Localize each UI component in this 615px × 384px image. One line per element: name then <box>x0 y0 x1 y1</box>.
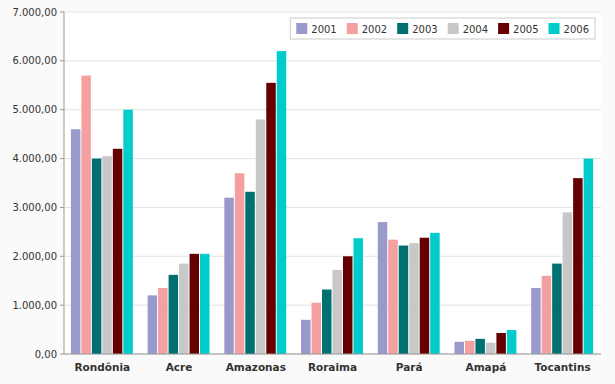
bar <box>81 76 90 354</box>
legend-box <box>290 18 595 39</box>
y-tick-label: 6.000,00 <box>12 55 57 66</box>
bar <box>584 159 593 354</box>
bar <box>399 246 408 354</box>
bar <box>465 341 474 354</box>
y-tick <box>60 207 64 208</box>
bar <box>200 254 209 354</box>
legend-label: 2005 <box>513 24 538 35</box>
legend-swatch <box>549 23 560 34</box>
y-tick <box>60 354 64 355</box>
bar <box>235 173 244 354</box>
bar <box>322 290 331 354</box>
bar <box>123 110 132 354</box>
y-tick-label: 3.000,00 <box>12 202 57 213</box>
bar <box>333 270 342 354</box>
y-tick <box>60 12 64 13</box>
plot-area <box>64 12 601 354</box>
x-axis <box>64 354 601 355</box>
grid-line <box>64 158 601 159</box>
legend-swatch <box>347 23 358 34</box>
bar <box>420 238 429 354</box>
grid-line <box>64 109 601 110</box>
y-tick <box>60 305 64 306</box>
y-axis <box>64 12 65 354</box>
bar <box>169 275 178 354</box>
bar <box>388 240 397 354</box>
bar <box>409 243 418 354</box>
bar <box>507 330 516 354</box>
bars <box>71 51 593 354</box>
y-tick-label: 7.000,00 <box>12 7 57 18</box>
legend-swatch <box>448 23 459 34</box>
grid-line <box>64 12 601 13</box>
x-tick-label: Pará <box>396 361 423 373</box>
x-tick-label: Amapá <box>466 361 507 373</box>
x-tick-label: Tocantins <box>535 361 591 373</box>
legend-swatch <box>498 23 509 34</box>
bar <box>179 264 188 354</box>
bar <box>224 198 233 354</box>
x-tick-label: Roraima <box>308 361 357 373</box>
bar <box>277 51 286 354</box>
grid-line <box>64 207 601 208</box>
bar <box>190 254 199 354</box>
bar <box>113 149 122 354</box>
bar <box>573 178 582 354</box>
bar <box>343 256 352 354</box>
y-tick-label: 0,00 <box>35 349 57 360</box>
bar <box>312 303 321 354</box>
bar <box>353 238 362 354</box>
y-tick-label: 1.000,00 <box>12 300 57 311</box>
y-tick-label: 2.000,00 <box>12 251 57 262</box>
bar <box>486 343 495 354</box>
y-tick <box>60 109 64 110</box>
bar <box>542 276 551 354</box>
grid-line <box>64 256 601 257</box>
bar <box>71 129 80 354</box>
y-grid <box>64 12 601 354</box>
bar <box>563 212 572 354</box>
y-tick-label: 4.000,00 <box>12 153 57 164</box>
legend-label: 2006 <box>564 24 589 35</box>
y-tick <box>60 158 64 159</box>
bar <box>454 342 463 354</box>
bar <box>475 339 484 354</box>
bar <box>266 83 275 354</box>
bar <box>378 222 387 354</box>
bar <box>256 119 265 354</box>
bar <box>148 295 157 354</box>
bar <box>552 264 561 354</box>
grid-line <box>64 354 601 355</box>
legend-label: 2002 <box>362 24 387 35</box>
legend: 2001 2002 2003 2004 2005 2006 <box>290 18 595 39</box>
bar <box>430 233 439 354</box>
grid-line <box>64 60 601 61</box>
y-tick <box>60 60 64 61</box>
y-tick-label: 5.000,00 <box>12 104 57 115</box>
x-tick-label: Amazonas <box>226 361 286 373</box>
bar <box>531 288 540 354</box>
x-tick-label: Rondônia <box>75 361 131 373</box>
y-tick <box>60 256 64 257</box>
bar <box>102 156 111 354</box>
bar <box>496 333 505 354</box>
legend-label: 2001 <box>311 24 336 35</box>
bar <box>158 288 167 354</box>
legend-label: 2004 <box>463 24 488 35</box>
legend-swatch <box>397 23 408 34</box>
x-tick-label: Acre <box>166 361 193 373</box>
legend-label: 2003 <box>412 24 437 35</box>
chart: 0,00 1.000,00 2.000,00 3.000,00 4.000,00 5.00… <box>0 0 615 384</box>
legend-swatch <box>296 23 307 34</box>
bar <box>92 159 101 354</box>
bar <box>301 320 310 354</box>
bar <box>245 192 254 354</box>
